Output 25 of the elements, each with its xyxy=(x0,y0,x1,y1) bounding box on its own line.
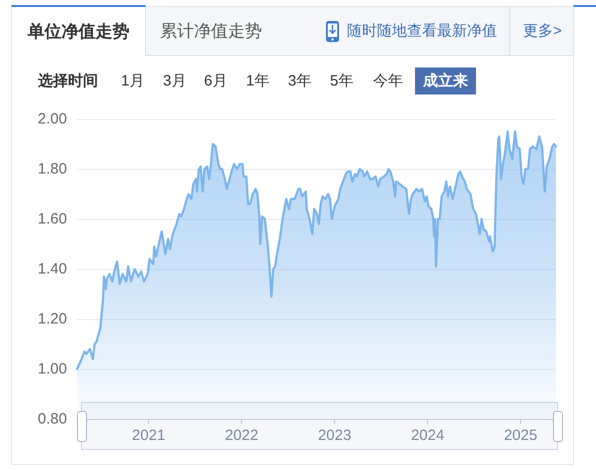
y-tick-label: 2.00 xyxy=(38,110,67,128)
text: 6月 xyxy=(204,72,228,90)
text: 累计净值走势 xyxy=(160,22,262,40)
text: 1月 xyxy=(121,72,144,90)
text: 随时随地查看最新净值 xyxy=(347,22,497,40)
text: 选择时间 xyxy=(38,72,98,90)
text: 1年 xyxy=(246,72,270,90)
text: 今年 xyxy=(373,72,403,90)
x-tick-label: 2021 xyxy=(132,427,166,444)
y-tick-label: 1.20 xyxy=(38,310,67,328)
text: 5年 xyxy=(330,72,354,90)
x-tick-label: 2023 xyxy=(318,427,352,444)
y-tick-label: 1.80 xyxy=(38,160,67,178)
chart-title: 单位净值走势 xyxy=(28,22,130,41)
x-tick-label: 2024 xyxy=(410,427,444,444)
y-tick-label: 1.40 xyxy=(38,260,67,278)
text: 3年 xyxy=(288,72,312,90)
y-tick-label: 0.80 xyxy=(38,410,67,428)
text: 成立来 xyxy=(415,68,476,94)
x-tick-label: 2022 xyxy=(224,427,258,444)
x-tick-label: 2025 xyxy=(504,427,538,444)
text: 更多> xyxy=(523,22,562,40)
text: 3月 xyxy=(163,72,186,90)
y-tick-label: 1.00 xyxy=(38,360,67,378)
y-tick-label: 1.60 xyxy=(38,210,67,228)
